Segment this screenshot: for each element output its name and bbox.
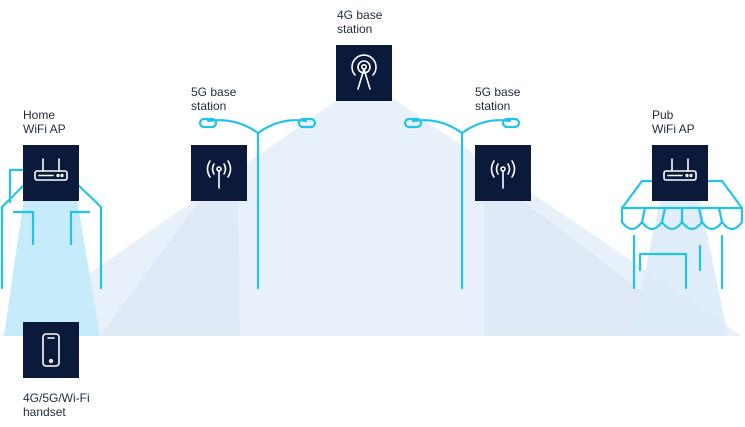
node-4g-base-station (336, 45, 392, 101)
node-home-wifi-ap (23, 145, 79, 201)
node-handset (23, 322, 79, 378)
wifi-router-icon (663, 158, 697, 181)
antenna-icon (490, 160, 516, 189)
antenna-icon (206, 160, 232, 189)
label-handset: 4G/5G/Wi-Fi handset (23, 391, 90, 419)
label-pub-wifi-ap: Pub WiFi AP (652, 108, 695, 136)
node-5g-base-station-left (191, 145, 247, 201)
node-5g-base-station-right (475, 145, 531, 201)
label-home-wifi-ap: Home WiFi AP (23, 108, 66, 136)
street-lamp-left (198, 117, 317, 290)
label-5g-base-station-left: 5G base station (191, 85, 237, 113)
smartphone-icon (42, 333, 60, 367)
pub-building (620, 179, 744, 290)
node-pub-wifi-ap (652, 145, 708, 201)
wifi-router-icon (34, 158, 68, 181)
5g-left-coverage-beam (100, 200, 240, 336)
label-4g-base-station: 4G base station (337, 8, 383, 36)
street-lamp-right (403, 117, 521, 290)
pub-wifi-coverage-beam (632, 190, 728, 336)
home-outline (0, 168, 103, 290)
cell-tower-icon (351, 54, 377, 90)
label-5g-base-station-right: 5G base station (475, 85, 521, 113)
